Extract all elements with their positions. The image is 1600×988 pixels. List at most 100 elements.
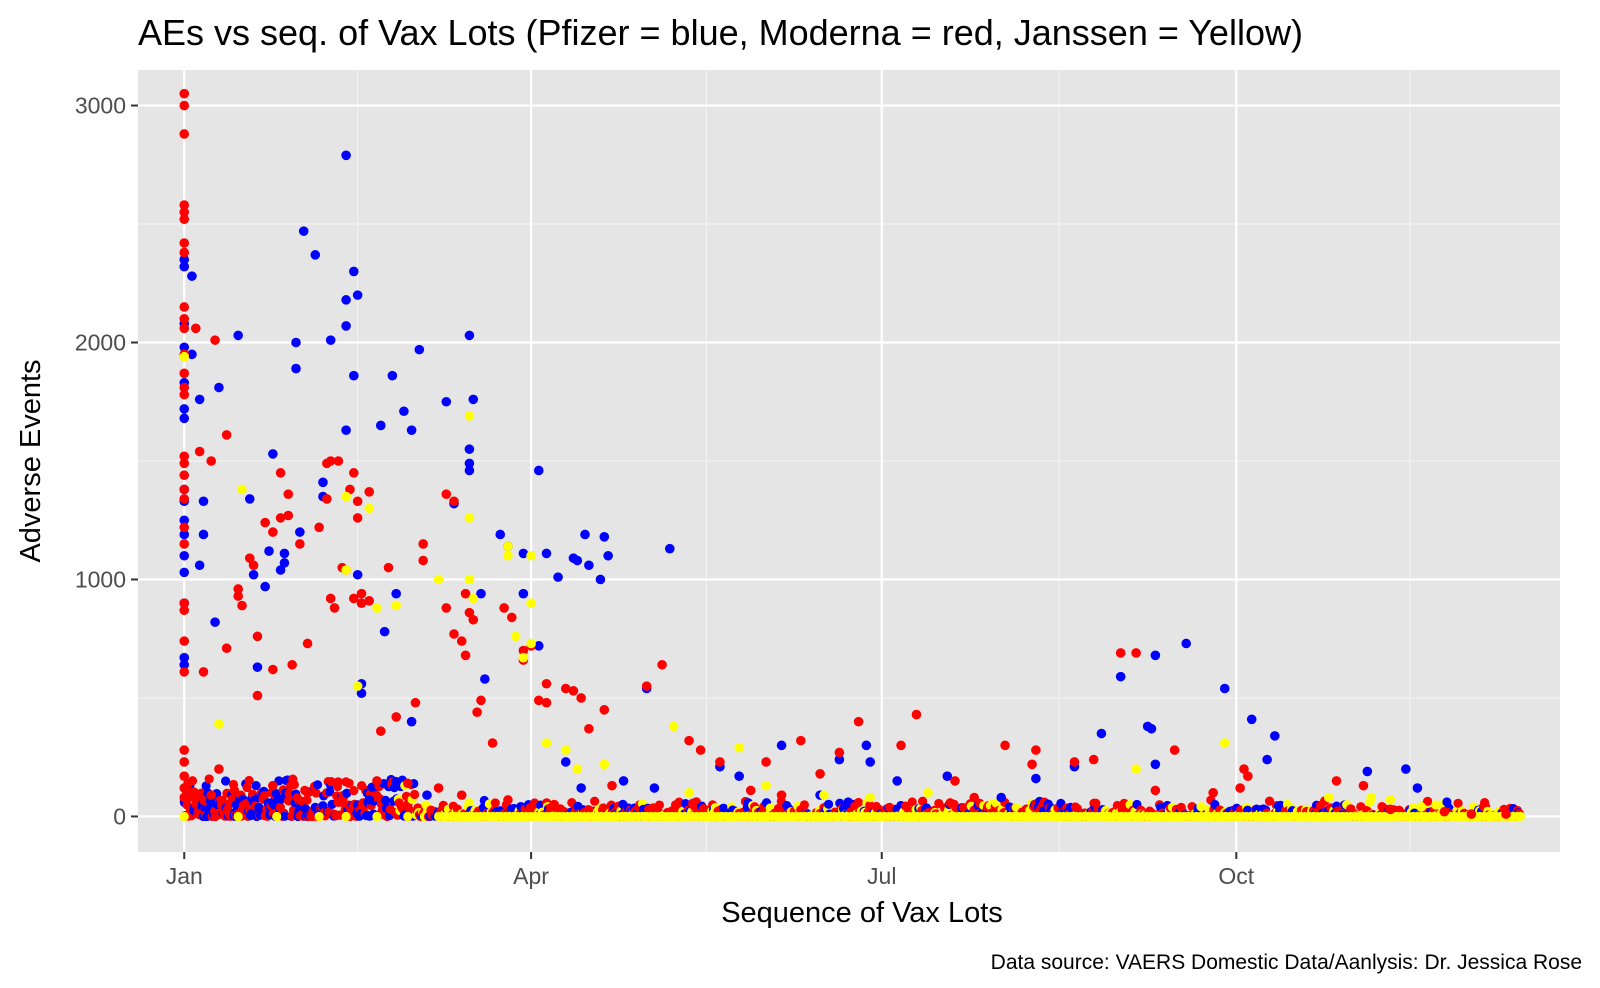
data-point	[214, 764, 224, 774]
data-point	[179, 757, 190, 767]
data-point	[214, 382, 224, 393]
data-point	[580, 529, 590, 540]
baseline-point	[325, 787, 335, 797]
data-point	[1131, 648, 1141, 658]
data-point	[252, 631, 263, 642]
data-point	[179, 261, 190, 272]
data-point	[410, 697, 421, 708]
data-point	[503, 795, 513, 805]
data-point	[233, 591, 243, 601]
data-point	[325, 593, 336, 604]
data-point	[179, 382, 190, 393]
data-point	[1219, 738, 1230, 748]
data-point	[441, 603, 452, 613]
data-point	[356, 588, 367, 599]
baseline-point	[654, 800, 664, 810]
data-point	[665, 543, 675, 554]
data-point	[302, 638, 313, 649]
data-point	[464, 330, 475, 341]
data-point	[1027, 759, 1037, 770]
data-point	[194, 560, 205, 571]
x-tick-label: Oct	[1218, 863, 1254, 889]
data-point	[1235, 783, 1245, 793]
data-point	[449, 629, 459, 639]
data-point	[560, 745, 571, 755]
data-point	[449, 496, 459, 507]
data-point	[414, 344, 425, 355]
data-point	[584, 723, 594, 734]
data-point	[745, 785, 756, 796]
data-point	[1401, 764, 1411, 774]
y-tick-label: 1000	[75, 566, 126, 592]
baseline-point	[918, 796, 928, 806]
data-point	[291, 363, 301, 374]
data-point	[391, 600, 402, 611]
data-point	[179, 550, 190, 561]
data-point	[206, 790, 217, 800]
grid-minor	[138, 70, 1560, 852]
data-point	[279, 548, 290, 559]
data-point	[526, 638, 536, 649]
data-point	[549, 799, 559, 810]
data-point	[179, 207, 190, 217]
data-point	[518, 548, 529, 559]
baseline-points	[179, 774, 1526, 822]
data-point	[341, 321, 351, 331]
data-point	[969, 792, 980, 803]
data-point	[950, 776, 960, 786]
data-point	[468, 593, 479, 604]
baseline-point	[311, 788, 321, 798]
data-point	[1466, 809, 1477, 819]
data-point	[418, 555, 428, 566]
data-point	[179, 745, 190, 755]
data-point	[364, 487, 375, 497]
data-point	[668, 721, 679, 732]
baseline-point	[799, 800, 810, 810]
data-point	[796, 735, 806, 746]
data-point	[480, 674, 490, 684]
y-axis-title: Adverse Events	[15, 359, 47, 562]
data-point	[179, 404, 190, 414]
data-point	[460, 650, 471, 661]
x-tick-label: Jan	[166, 863, 203, 889]
data-point	[834, 747, 845, 758]
data-point	[865, 792, 875, 803]
baseline-point	[342, 788, 352, 798]
data-point	[1262, 754, 1272, 765]
data-point	[576, 693, 586, 703]
data-point	[1088, 754, 1099, 765]
baseline-point	[1264, 796, 1275, 806]
data-point	[329, 603, 340, 613]
data-point	[179, 470, 190, 481]
data-point	[526, 550, 536, 561]
data-point	[584, 560, 594, 571]
baseline-point	[201, 781, 211, 791]
data-point	[560, 757, 571, 767]
data-point	[268, 527, 278, 537]
data-point	[399, 406, 409, 417]
baseline-point	[464, 798, 474, 808]
data-point	[179, 522, 190, 533]
data-point	[1331, 776, 1342, 786]
data-point	[179, 238, 190, 248]
data-point	[325, 335, 336, 345]
data-point	[568, 686, 579, 696]
data-point	[518, 652, 529, 663]
data-point	[210, 617, 220, 627]
data-point	[433, 574, 444, 585]
data-point	[179, 214, 190, 225]
data-point	[541, 697, 552, 708]
data-point	[1000, 740, 1010, 751]
data-point	[179, 515, 190, 526]
data-point	[187, 349, 197, 360]
data-point	[298, 226, 309, 236]
data-point	[761, 757, 771, 767]
data-point	[996, 792, 1007, 803]
data-point	[1150, 759, 1161, 770]
data-point	[375, 726, 386, 736]
data-point	[179, 389, 190, 400]
data-point	[248, 569, 259, 580]
data-point	[179, 88, 190, 99]
data-point	[387, 370, 398, 381]
data-point	[618, 776, 629, 786]
